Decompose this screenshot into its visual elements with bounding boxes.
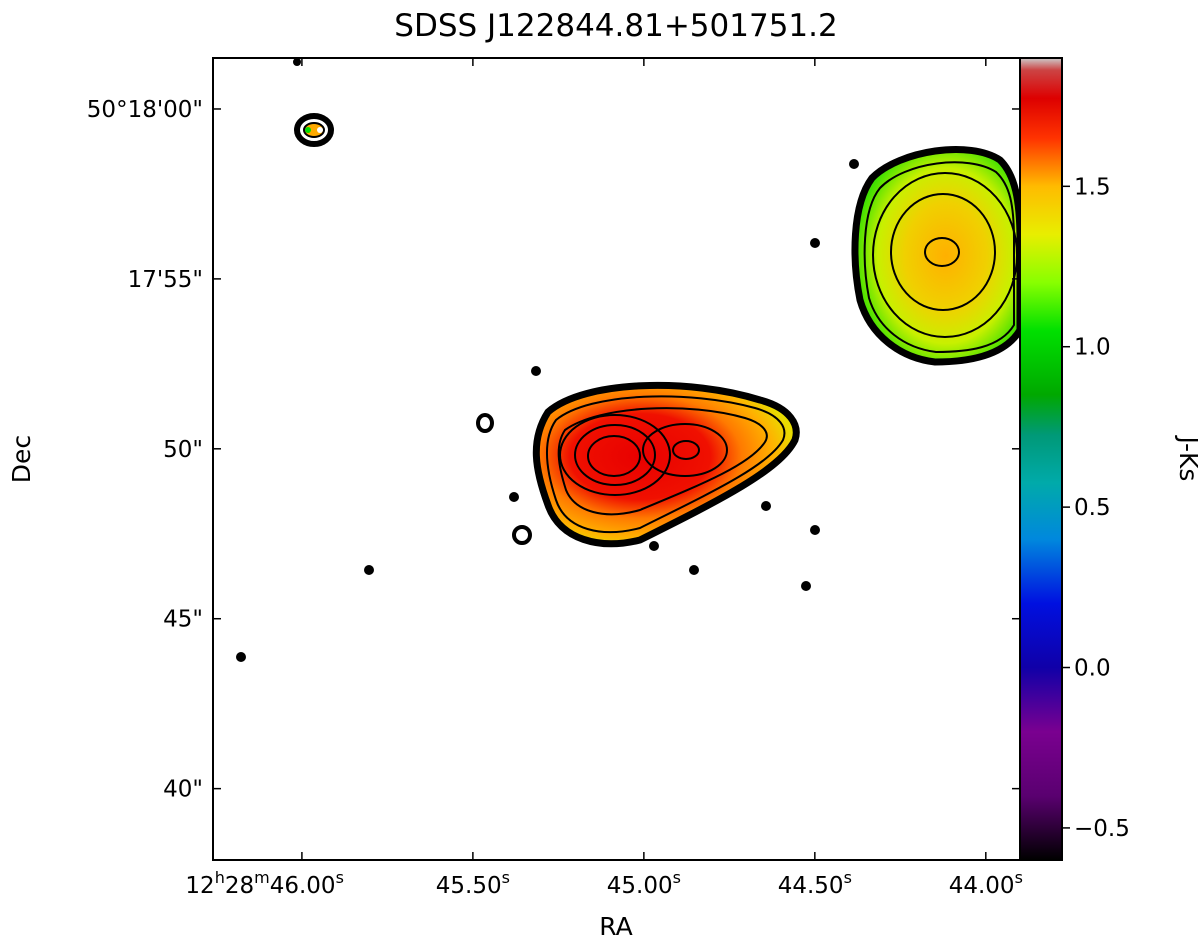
chart-title: SDSS J122844.81+501751.2 <box>394 8 837 44</box>
y-axis: 50°18'00" 17'55" 50" 45" 40" <box>87 97 1020 803</box>
x-axis: 12h28m46.00s 45.50s 45.00s 44.50s 44.00s <box>185 58 1023 899</box>
colorbar-tick-label: 0.0 <box>1074 656 1111 682</box>
x-axis-label: RA <box>599 912 632 941</box>
x-tick-label: 12h28m46.00s <box>185 868 344 899</box>
source-east <box>851 146 1020 366</box>
image-layer <box>236 58 1020 662</box>
source-central <box>532 381 800 548</box>
colorbar-tick-label: 1.5 <box>1074 174 1111 200</box>
y-axis-label: Dec <box>7 435 36 483</box>
x-tick-label: 45.50s <box>436 868 510 899</box>
y-tick-label: 40" <box>163 777 203 803</box>
y-tick-label: 45" <box>163 607 203 633</box>
colorbar-tick-label: 0.5 <box>1074 495 1111 521</box>
source-compact-nw <box>294 113 334 147</box>
x-tick-label: 44.00s <box>949 868 1023 899</box>
colorbar-tick-label: 1.0 <box>1074 335 1111 361</box>
x-tick-label: 45.00s <box>607 868 681 899</box>
y-tick-label: 50°18'00" <box>87 97 203 123</box>
noise-specks <box>236 58 859 662</box>
colorbar-tick-label: −0.5 <box>1074 816 1130 842</box>
y-tick-label: 17'55" <box>128 267 203 293</box>
colorbar-label: J-Ks <box>1174 435 1200 482</box>
y-tick-label: 50" <box>163 437 203 463</box>
colorbar-ticks: 1.5 1.0 0.5 0.0 −0.5 <box>1062 174 1130 842</box>
x-tick-label: 44.50s <box>778 868 852 899</box>
colorbar <box>1019 57 1063 861</box>
